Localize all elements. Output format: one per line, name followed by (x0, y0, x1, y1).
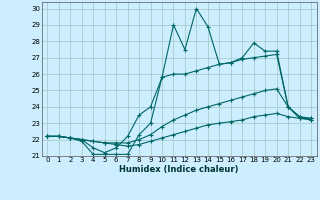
X-axis label: Humidex (Indice chaleur): Humidex (Indice chaleur) (119, 165, 239, 174)
